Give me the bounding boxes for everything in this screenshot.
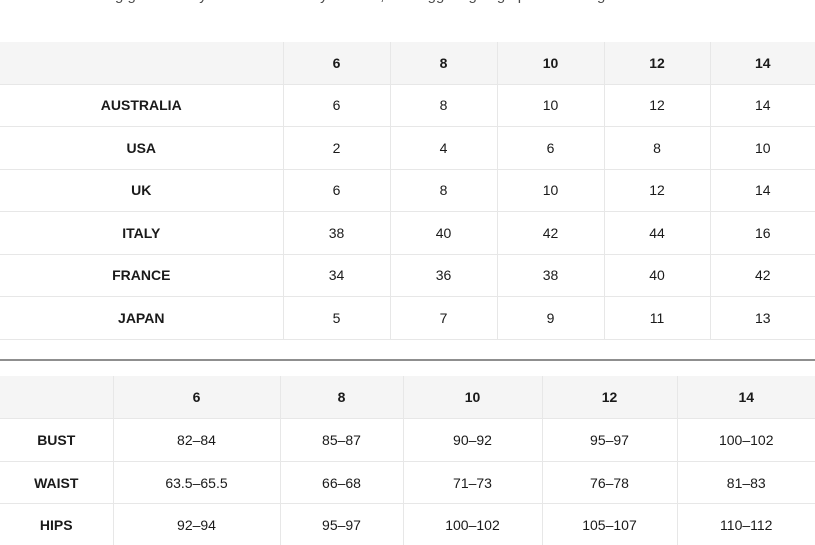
table-cell: 13 [709, 296, 815, 340]
table-cell: 95–97 [279, 503, 403, 545]
row-label: BUST [0, 418, 113, 462]
table-cell: 66–68 [279, 460, 403, 504]
table-cell: 5 [282, 296, 390, 340]
row-label: UK [0, 168, 283, 212]
table-cell: 38 [496, 253, 604, 297]
table-cell: 10 [709, 126, 815, 169]
row-label: FRANCE [0, 253, 283, 297]
table-cell: 8 [389, 83, 497, 127]
table-cell: 90–92 [402, 418, 542, 462]
table-row-australia: AUSTRALIA 6 8 10 12 14 [0, 83, 815, 127]
size-conversion-table: 6 8 10 12 14 AUSTRALIA 6 8 10 12 14 USA … [0, 42, 815, 340]
spacer [0, 361, 815, 376]
row-label: WAIST [0, 460, 113, 504]
table-cell: 8 [603, 126, 710, 169]
table-cell: 7 [389, 296, 497, 340]
row-label: ITALY [0, 211, 283, 254]
table-cell: 105–107 [541, 503, 677, 545]
table-cell: 85–87 [279, 418, 403, 462]
row-label: JAPAN [0, 296, 283, 340]
column-header-size-10: 10 [402, 375, 542, 419]
table-cell: 76–78 [541, 460, 677, 504]
table-cell: 34 [282, 253, 390, 297]
table-row-hips: HIPS 92–94 95–97 100–102 105–107 110–112 [0, 503, 815, 545]
table-cell: 81–83 [676, 460, 815, 504]
table-cell: 40 [389, 211, 497, 254]
table-cell: 9 [496, 296, 604, 340]
table-cell: 95–97 [541, 418, 677, 462]
table-cell: 8 [389, 168, 497, 212]
table-cell: 14 [709, 168, 815, 212]
table-cell: 110–112 [676, 503, 815, 545]
table-cell: 44 [603, 211, 710, 254]
table-cell: 100–102 [402, 503, 542, 545]
table-cell: 12 [603, 83, 710, 127]
table-cell: 6 [496, 126, 604, 169]
measurements-header-row: 6 8 10 12 14 [0, 375, 815, 419]
table-cell: 71–73 [402, 460, 542, 504]
column-header-size-8: 8 [279, 375, 403, 419]
column-header-size-10: 10 [496, 42, 604, 84]
table-cell: 10 [496, 83, 604, 127]
column-header-size-8: 8 [389, 42, 497, 84]
row-label: AUSTRALIA [0, 83, 283, 127]
clipped-top-text-strip: sizing guide — if you are unsure of your… [0, 0, 815, 42]
table-row-bust: BUST 82–84 85–87 90–92 95–97 100–102 [0, 418, 815, 462]
row-label: HIPS [0, 503, 113, 545]
table-cell: 6 [282, 83, 390, 127]
table-cell: 16 [709, 211, 815, 254]
table-row-italy: ITALY 38 40 42 44 16 [0, 211, 815, 254]
table-row-usa: USA 2 4 6 8 10 [0, 126, 815, 169]
table-cell: 42 [709, 253, 815, 297]
table-cell: 63.5–65.5 [112, 460, 280, 504]
table-cell: 11 [603, 296, 710, 340]
table-cell: 4 [389, 126, 497, 169]
row-label: USA [0, 126, 283, 169]
table-cell: 12 [603, 168, 710, 212]
table-cell: 40 [603, 253, 710, 297]
table-cell: 36 [389, 253, 497, 297]
column-header-blank [0, 42, 283, 84]
column-header-size-12: 12 [603, 42, 710, 84]
spacer [0, 340, 815, 359]
table-cell: 100–102 [676, 418, 815, 462]
section-divider [0, 358, 815, 361]
table-cell: 2 [282, 126, 390, 169]
table-cell: 10 [496, 168, 604, 212]
column-header-size-14: 14 [676, 375, 815, 419]
table-row-uk: UK 6 8 10 12 14 [0, 168, 815, 212]
clipped-text-line: sizing guide — if you are unsure of your… [85, 0, 815, 4]
table-cell: 92–94 [112, 503, 280, 545]
table-row-france: FRANCE 34 36 38 40 42 [0, 253, 815, 297]
column-header-size-6: 6 [282, 42, 390, 84]
table-row-japan: JAPAN 5 7 9 11 13 [0, 296, 815, 340]
column-header-size-14: 14 [709, 42, 815, 84]
size-conversion-header-row: 6 8 10 12 14 [0, 42, 815, 84]
column-header-size-6: 6 [112, 375, 280, 419]
measurements-table: 6 8 10 12 14 BUST 82–84 85–87 90–92 95–9… [0, 375, 815, 545]
table-cell: 82–84 [112, 418, 280, 462]
table-row-waist: WAIST 63.5–65.5 66–68 71–73 76–78 81–83 [0, 460, 815, 504]
table-cell: 42 [496, 211, 604, 254]
table-cell: 14 [709, 83, 815, 127]
column-header-size-12: 12 [541, 375, 677, 419]
column-header-blank [0, 375, 113, 419]
table-cell: 6 [282, 168, 390, 212]
table-cell: 38 [282, 211, 390, 254]
